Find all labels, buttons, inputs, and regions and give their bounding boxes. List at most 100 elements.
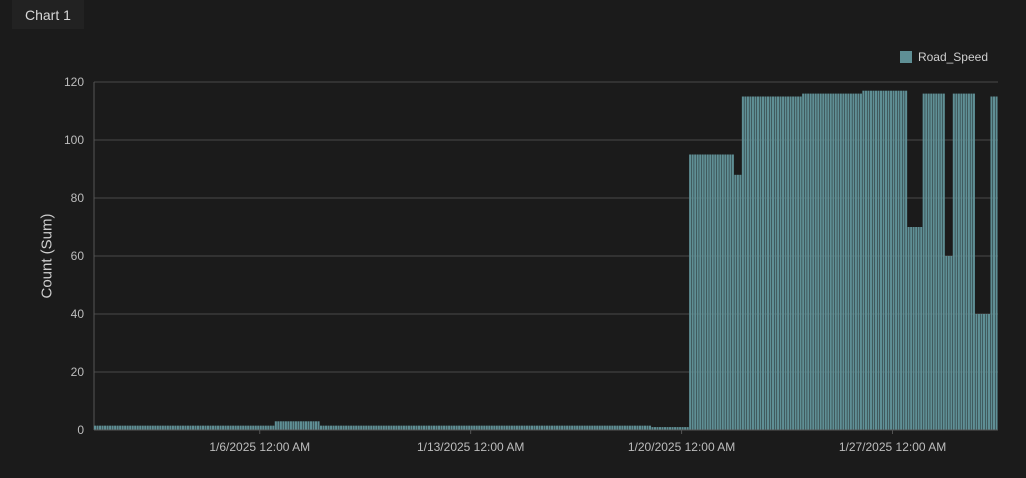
- bar[interactable]: [179, 425, 182, 430]
- bar[interactable]: [930, 93, 933, 430]
- bar[interactable]: [596, 425, 599, 430]
- bar[interactable]: [314, 421, 318, 430]
- bar[interactable]: [272, 425, 275, 430]
- bar[interactable]: [312, 421, 315, 430]
- bar[interactable]: [646, 425, 649, 430]
- bar[interactable]: [267, 425, 270, 430]
- bar[interactable]: [942, 93, 945, 430]
- bar[interactable]: [626, 425, 629, 430]
- bar[interactable]: [761, 96, 765, 431]
- bar[interactable]: [581, 425, 584, 430]
- bar[interactable]: [131, 425, 134, 430]
- bar[interactable]: [684, 427, 687, 430]
- bar[interactable]: [515, 425, 518, 430]
- bar[interactable]: [420, 425, 423, 430]
- bar[interactable]: [777, 96, 780, 431]
- bar[interactable]: [533, 425, 536, 430]
- bar[interactable]: [957, 93, 960, 430]
- bar[interactable]: [721, 154, 724, 431]
- bar[interactable]: [480, 425, 483, 430]
- bar[interactable]: [392, 425, 395, 430]
- bar[interactable]: [910, 227, 913, 430]
- bar[interactable]: [787, 96, 790, 431]
- bar[interactable]: [277, 421, 280, 430]
- bar[interactable]: [365, 425, 368, 430]
- bar[interactable]: [651, 427, 654, 430]
- bar[interactable]: [955, 93, 958, 430]
- bar[interactable]: [435, 425, 438, 430]
- bar[interactable]: [543, 425, 546, 430]
- bar[interactable]: [400, 425, 403, 430]
- bar[interactable]: [141, 425, 144, 430]
- bar[interactable]: [950, 256, 953, 430]
- bar[interactable]: [844, 93, 847, 430]
- bar[interactable]: [882, 90, 885, 430]
- bar[interactable]: [340, 425, 343, 430]
- bar[interactable]: [450, 425, 453, 430]
- bar[interactable]: [799, 96, 802, 431]
- bar[interactable]: [814, 93, 817, 430]
- bar[interactable]: [189, 425, 192, 430]
- bar[interactable]: [551, 425, 554, 430]
- bar[interactable]: [463, 425, 466, 430]
- bar[interactable]: [438, 425, 441, 430]
- bar[interactable]: [151, 425, 154, 430]
- bar[interactable]: [264, 425, 267, 430]
- bar[interactable]: [568, 425, 571, 430]
- bar[interactable]: [879, 90, 883, 430]
- bar[interactable]: [691, 154, 694, 431]
- bar[interactable]: [744, 96, 747, 431]
- bar[interactable]: [990, 96, 993, 431]
- bar[interactable]: [352, 425, 355, 430]
- bar[interactable]: [498, 425, 501, 430]
- bar[interactable]: [925, 93, 928, 430]
- bar[interactable]: [455, 425, 458, 430]
- bar[interactable]: [247, 425, 250, 430]
- bar[interactable]: [608, 425, 611, 430]
- bar[interactable]: [284, 421, 287, 430]
- bar[interactable]: [320, 425, 323, 430]
- bar[interactable]: [332, 425, 335, 430]
- bar[interactable]: [94, 425, 97, 430]
- bar[interactable]: [144, 425, 147, 430]
- bar[interactable]: [154, 425, 157, 430]
- bar[interactable]: [380, 425, 383, 430]
- bar[interactable]: [766, 96, 770, 431]
- bar[interactable]: [546, 425, 549, 430]
- bar[interactable]: [302, 421, 305, 430]
- bar[interactable]: [430, 425, 433, 430]
- bar[interactable]: [789, 96, 792, 431]
- bar[interactable]: [362, 425, 365, 430]
- bar[interactable]: [829, 93, 832, 430]
- bar[interactable]: [641, 425, 644, 430]
- bar[interactable]: [832, 93, 835, 430]
- bar[interactable]: [729, 154, 732, 431]
- bar[interactable]: [591, 425, 594, 430]
- bar[interactable]: [601, 425, 604, 430]
- bar[interactable]: [109, 425, 112, 430]
- bar[interactable]: [872, 90, 875, 430]
- bar[interactable]: [518, 425, 521, 430]
- bar[interactable]: [900, 90, 903, 430]
- bar[interactable]: [181, 425, 184, 430]
- bar[interactable]: [207, 425, 210, 430]
- bar[interactable]: [633, 425, 636, 430]
- bar[interactable]: [548, 425, 551, 430]
- bar[interactable]: [164, 425, 167, 430]
- bar[interactable]: [892, 90, 895, 430]
- bar[interactable]: [169, 425, 172, 430]
- bar[interactable]: [606, 425, 609, 430]
- bar[interactable]: [741, 96, 744, 431]
- bar[interactable]: [199, 425, 202, 430]
- bar[interactable]: [985, 314, 988, 430]
- bar[interactable]: [960, 93, 963, 430]
- bar[interactable]: [812, 93, 815, 430]
- bar[interactable]: [475, 425, 478, 430]
- bar[interactable]: [952, 93, 955, 430]
- bar[interactable]: [746, 96, 749, 431]
- bar[interactable]: [417, 425, 420, 430]
- bar[interactable]: [666, 427, 669, 430]
- bar[interactable]: [204, 425, 207, 430]
- bar[interactable]: [794, 96, 797, 431]
- bar[interactable]: [465, 425, 468, 430]
